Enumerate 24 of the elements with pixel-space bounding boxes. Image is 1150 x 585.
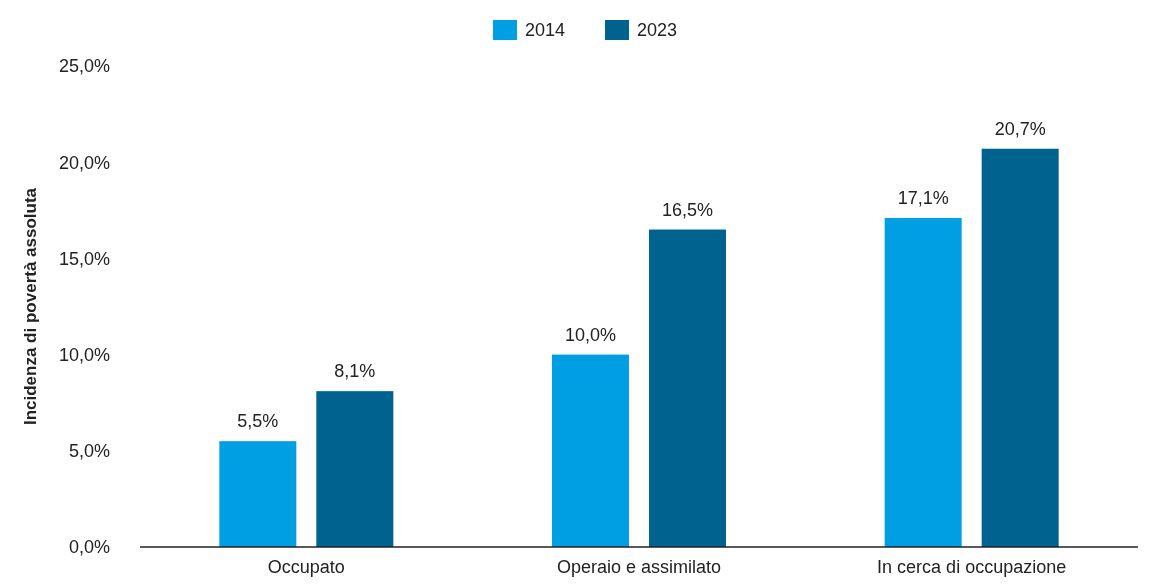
bar (649, 229, 726, 547)
bar (981, 148, 1059, 547)
y-tick-label: 5,0% (68, 441, 110, 462)
bar (884, 218, 962, 547)
legend-label: 2014 (525, 20, 566, 41)
data-label: 10,0% (564, 324, 617, 345)
y-tick-label: 15,0% (58, 248, 110, 269)
data-label: 5,5% (237, 411, 279, 432)
data-label: 20,7% (994, 118, 1046, 139)
y-axis-title: Incidenza di povertà assoluta (21, 187, 40, 426)
y-tick-label: 10,0% (58, 344, 110, 365)
y-tick-label: 0,0% (68, 537, 110, 558)
x-tick-label: Occupato (267, 557, 345, 577)
legend-label: 2023 (637, 20, 678, 41)
y-tick-label: 25,0% (58, 56, 110, 77)
bar (219, 441, 297, 547)
data-label: 8,1% (334, 361, 376, 382)
data-label: 16,5% (661, 199, 714, 220)
x-tick-label: Operaio e assimilato (556, 557, 722, 577)
data-label: 17,1% (897, 188, 949, 208)
x-tick-label: In cerca di occupazione (877, 557, 1067, 577)
bar (552, 354, 629, 547)
y-tick-label: 20,0% (58, 152, 110, 173)
bar (316, 391, 394, 547)
